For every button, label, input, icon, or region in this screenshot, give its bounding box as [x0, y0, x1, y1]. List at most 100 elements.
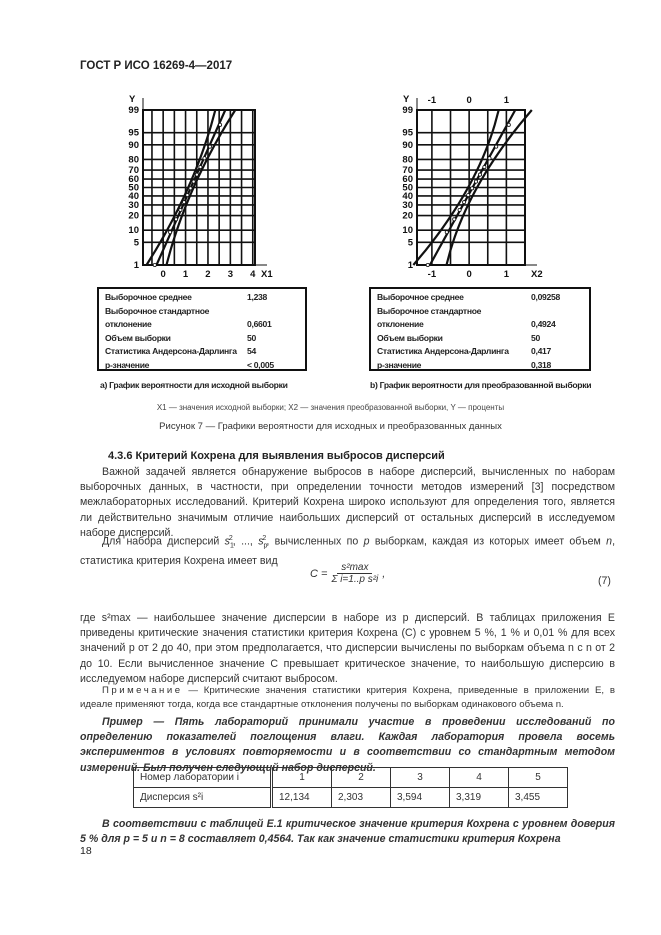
stat-row: p-значение 0,318: [377, 359, 583, 373]
data-point: [198, 165, 203, 170]
top-x-tick-label: -1: [428, 95, 437, 106]
stat-label: Выборочное стандартное: [105, 305, 210, 316]
x-axis-label: X1: [261, 269, 273, 280]
y-tick-label: 80: [128, 154, 139, 165]
data-point: [182, 200, 187, 205]
data-point: [482, 165, 487, 170]
data-point: [174, 217, 179, 222]
y-tick-label: 60: [402, 174, 413, 185]
y-axis-label: Y: [403, 94, 410, 105]
y-tick-label: 20: [402, 211, 413, 222]
figure-caption: Рисунок 7 — Графики вероятности для исхо…: [159, 421, 502, 432]
table-row: Дисперсия s²i 12,134 2,303 3,594 3,319 3,455: [133, 787, 568, 808]
confidence-band: [145, 109, 217, 266]
y-tick-label: 20: [128, 211, 139, 222]
stat-label: Статистика Андерсона-Дарлинга: [377, 346, 509, 356]
stat-value: 0,318: [531, 359, 552, 370]
x-tick-label: 1: [504, 269, 510, 280]
y-tick-label: 70: [402, 165, 413, 176]
data-point: [466, 193, 471, 198]
y-axis-label: Y: [129, 94, 136, 105]
formula-lhs: C =: [310, 567, 328, 580]
stat-value: 0,417: [531, 346, 552, 356]
paragraph-1: Важной задачей является обнаружение выбр…: [80, 466, 615, 539]
stat-value: 50: [531, 332, 540, 343]
y-tick-label: 50: [128, 183, 139, 194]
top-x-tick-label: 0: [466, 95, 471, 106]
y-tick-label: 95: [128, 128, 139, 139]
data-point: [494, 144, 499, 149]
stats-box-b: Выборочное среднее 0,09258 Выборочное стан…: [369, 287, 591, 371]
stat-label: Выборочное среднее: [377, 292, 464, 302]
y-tick-label: 10: [402, 225, 413, 236]
data-point: [457, 207, 462, 212]
x-tick-label: 4: [250, 269, 256, 280]
data-point: [473, 179, 478, 184]
x-tick-label: 0: [466, 269, 471, 280]
example: Пример — Пять лабораторий принимали учас…: [80, 716, 615, 774]
confidence-band: [412, 109, 500, 266]
x-tick-label: -1: [428, 269, 437, 280]
data-point: [462, 200, 467, 205]
data-point: [478, 172, 483, 177]
x-tick-label: 2: [205, 269, 210, 280]
y-tick-label: 1: [408, 260, 414, 271]
x-tick-label: 0: [161, 269, 166, 280]
stat-value: 0,4924: [531, 319, 556, 329]
data-point: [444, 230, 449, 235]
page-number: 18: [80, 845, 92, 857]
document-header: ГОСТ Р ИСО 16269-4—2017: [80, 60, 233, 72]
stat-value: 50: [247, 332, 256, 343]
x-tick-label: 1: [183, 269, 189, 280]
stat-label: Выборочное среднее: [105, 292, 192, 302]
data-point: [185, 193, 190, 198]
data-point: [191, 179, 196, 184]
stat-row: Объем выборки 50: [377, 332, 583, 346]
stat-label: p-значение: [105, 359, 150, 370]
final-paragraph: В соответствии с таблицей Е.1 критическо…: [80, 818, 615, 846]
y-tick-label: 60: [128, 174, 139, 185]
stat-row: Статистика Андерсона-Дарлинга 54: [105, 345, 299, 359]
data-point: [470, 186, 475, 191]
stat-label: p-значение: [377, 359, 422, 370]
stat-row: Объем выборки 50: [105, 332, 299, 346]
stat-label: отклонение: [377, 319, 424, 329]
paragraph-2: Для набора дисперсий s12, ..., sp2, вычи…: [80, 535, 616, 567]
formula-denominator: Σ i=1..p s²i: [331, 574, 379, 585]
stat-label: Объем выборки: [105, 332, 171, 343]
stat-value: [247, 305, 299, 319]
stats-box-a: Выборочное среднее 1,238 Выборочное станда…: [97, 287, 307, 371]
formula-number: (7): [598, 575, 611, 587]
stat-row: Выборочное среднее 0,09258: [377, 291, 583, 305]
stat-row: Выборочное среднее 1,238: [105, 291, 299, 305]
data-point: [207, 144, 212, 149]
y-tick-label: 99: [128, 105, 139, 116]
x-axis-label: X2: [531, 269, 543, 280]
confidence-band: [445, 109, 533, 266]
stat-value: 1,238: [247, 292, 268, 302]
top-x-tick-label: 1: [504, 95, 510, 106]
formula-numerator: s²max: [337, 562, 373, 574]
note: Примечание — Критические значения статис…: [80, 685, 615, 710]
data-point: [152, 262, 157, 267]
stat-value: 0,6601: [247, 319, 272, 329]
y-tick-label: 30: [128, 200, 139, 211]
stat-row: Выборочное стандартное: [105, 305, 299, 319]
data-point: [178, 207, 183, 212]
stat-label: Объем выборки: [377, 332, 443, 343]
stat-row: отклонение 0,4924: [377, 318, 583, 332]
formula-7: C = s²max Σ i=1..p s²i,: [310, 562, 386, 585]
stat-label: Статистика Андерсона-Дарлинга: [105, 346, 237, 356]
y-tick-label: 5: [134, 237, 140, 248]
stat-value: < 0,005: [247, 359, 274, 370]
data-point: [188, 186, 193, 191]
y-tick-label: 99: [402, 105, 413, 116]
y-tick-label: 5: [408, 237, 414, 248]
section-heading: 4.3.6 Критерий Кохрена для выявления выб…: [108, 450, 445, 462]
figure-legend: X1 — значения исходной выборки; X2 — зна…: [156, 403, 505, 412]
stat-row: Выборочное стандартное: [377, 305, 583, 319]
